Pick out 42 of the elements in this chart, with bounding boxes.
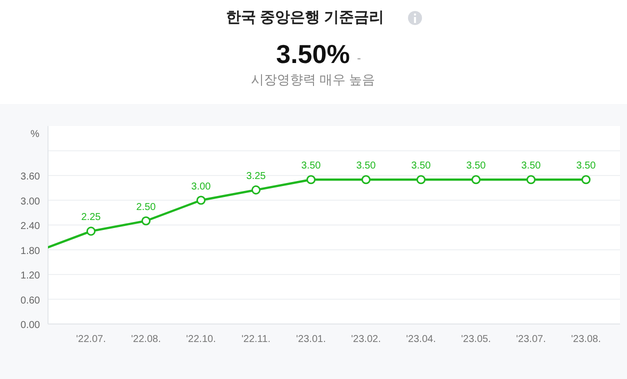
point xyxy=(141,216,151,226)
point xyxy=(86,226,96,236)
point xyxy=(526,175,536,184)
x-tick-label: '22.11. xyxy=(242,334,270,345)
x-tick-label: '23.01. xyxy=(296,334,326,345)
point xyxy=(581,175,591,184)
y-tick-label: 1.20 xyxy=(20,270,40,282)
data-label: 3.50 xyxy=(411,160,432,172)
x-tick-label: '23.08. xyxy=(571,334,601,345)
data-label: 3.00 xyxy=(191,181,212,192)
text: 3.50% xyxy=(276,39,350,69)
x-tick-label: '23.04. xyxy=(406,334,436,345)
y-tick-label: 0.60 xyxy=(20,295,40,306)
y-tick-label: 3.00 xyxy=(20,196,40,208)
point xyxy=(306,175,316,184)
y-tick-label: 1.80 xyxy=(20,246,40,257)
data-label: 3.50 xyxy=(301,160,322,172)
point xyxy=(471,175,481,184)
data-label: 3.50 xyxy=(576,160,596,172)
y-tick-label: 0.00 xyxy=(20,320,40,331)
data-label: 3.50 xyxy=(356,160,376,172)
chart-title: 한국 중앙은행 기준금리 xyxy=(226,9,384,26)
text: 시장영향력 매우 높음 xyxy=(250,72,376,87)
data-label: 2.50 xyxy=(136,202,156,213)
x-tick-label: '22.10. xyxy=(186,334,216,345)
x-tick-label: '23.05. xyxy=(461,334,491,345)
x-tick-label: '23.02. xyxy=(351,334,381,345)
point xyxy=(196,196,206,205)
point xyxy=(416,175,426,184)
data-label: 3.50 xyxy=(466,160,486,172)
point xyxy=(251,185,261,194)
point xyxy=(361,175,371,184)
data-label: 2.25 xyxy=(81,212,102,224)
text: - xyxy=(357,51,361,65)
y-axis-title: % xyxy=(30,129,40,140)
data-label: 3.50 xyxy=(521,160,542,172)
y-tick-label: 3.60 xyxy=(20,172,40,182)
x-tick-label: '22.07. xyxy=(76,334,106,345)
data-label: 3.25 xyxy=(246,170,266,182)
y-tick-label: 2.40 xyxy=(20,221,40,232)
x-tick-label: '23.07. xyxy=(516,334,546,345)
x-tick-label: '22.08. xyxy=(131,334,161,345)
